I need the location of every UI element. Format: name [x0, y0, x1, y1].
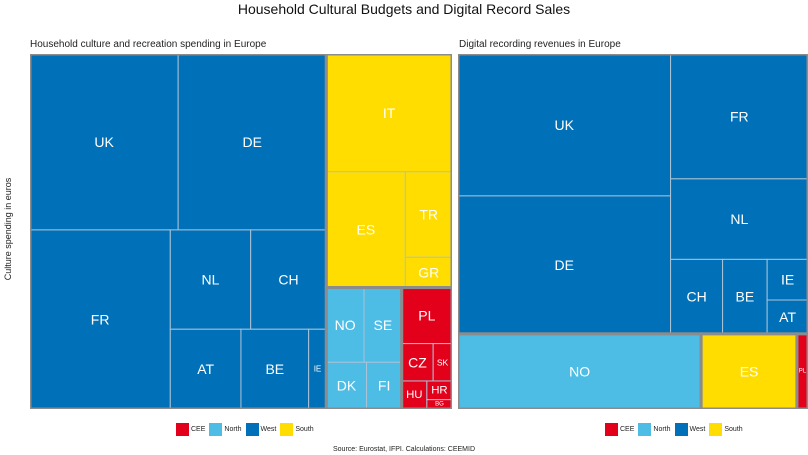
- cell-label-es: ES: [357, 222, 376, 238]
- legend-label-west: West: [260, 425, 277, 433]
- cell-label-gr: GR: [418, 264, 439, 280]
- cell-label-hr: HR: [431, 384, 447, 396]
- cell-uk: [458, 54, 672, 197]
- cell-label-uk: UK: [94, 134, 114, 150]
- cell-label-sk: SK: [437, 357, 449, 367]
- legend-item-north: North: [209, 422, 242, 436]
- cell-ch: [670, 258, 724, 335]
- legend-swatch-west: [245, 422, 259, 436]
- cell-label-ch: CH: [278, 272, 298, 288]
- cell-label-hu: HU: [406, 389, 422, 401]
- legend-label-north: North: [653, 425, 671, 433]
- cell-hu: [401, 380, 428, 409]
- legend-swatch-west: [674, 422, 688, 436]
- cell-ch: [250, 229, 327, 330]
- cell-at: [169, 328, 242, 409]
- cell-label-ie: IE: [314, 365, 322, 374]
- cell-tr: [404, 171, 452, 258]
- cell-label-fr: FR: [91, 311, 110, 327]
- group-north: NO SE DK FI: [325, 287, 403, 409]
- legend-label-south: South: [295, 425, 314, 433]
- cell-de: [458, 195, 672, 335]
- cell-it: [325, 54, 452, 173]
- legend-item-west: West: [674, 422, 706, 436]
- cell-label-fi: FI: [378, 378, 390, 394]
- legend-item-cee: CEE: [605, 422, 635, 436]
- group-cee: PL: [796, 333, 808, 409]
- cell-label-cz: CZ: [408, 354, 427, 370]
- legend-label-cee: CEE: [620, 425, 635, 433]
- right-treemap: UK DE FR NL CH BE IE AT NO ES PL: [458, 54, 808, 409]
- group-south: IT ES TR GR: [325, 54, 452, 289]
- left-legend: CEE North West South: [176, 422, 318, 436]
- group-west: UK DE FR NL CH AT BE IE: [30, 54, 327, 409]
- left-treemap: UK DE FR NL CH AT BE IE IT ES TR GR NO SE DK FI PL CZ SK HU…: [30, 54, 452, 409]
- legend-swatch-north: [209, 422, 223, 436]
- cell-label-nl: NL: [730, 211, 748, 227]
- legend-item-south: South: [709, 422, 743, 436]
- legend-item-west: West: [245, 422, 277, 436]
- legend-item-south: South: [280, 422, 314, 436]
- cell-label-at: AT: [197, 361, 214, 377]
- cell-label-de: DE: [243, 134, 262, 150]
- cell-nl: [670, 178, 808, 260]
- group-cee: PL CZ SK HU HR BG: [401, 287, 452, 409]
- cell-label-es: ES: [740, 363, 759, 379]
- legend-swatch-cee: [605, 422, 618, 436]
- cell-label-fr: FR: [730, 108, 749, 124]
- cell-label-de: DE: [555, 257, 574, 273]
- cell-uk: [30, 54, 179, 231]
- cell-label-dk: DK: [337, 378, 357, 394]
- cell-label-no: NO: [569, 363, 590, 379]
- group-north: NO: [458, 333, 702, 409]
- legend-swatch-north: [638, 422, 652, 436]
- cell-label-bg: BG: [435, 401, 444, 407]
- legend-label-cee: CEE: [191, 425, 206, 433]
- cell-de: [177, 54, 327, 231]
- group-west: UK DE FR NL CH BE IE AT: [458, 54, 808, 335]
- cell-label-at: AT: [779, 309, 796, 325]
- right-legend: CEE North West South: [605, 422, 747, 436]
- cell-label-ie: IE: [781, 272, 794, 288]
- cell-be: [240, 328, 310, 409]
- right-panel-title: Digital recording revenues in Europe: [459, 39, 621, 50]
- cell-label-pl: PL: [418, 308, 435, 324]
- cell-bg: [426, 399, 452, 409]
- legend-swatch-cee: [176, 422, 189, 436]
- legend-label-south: South: [724, 425, 743, 433]
- left-panel-title: Household culture and recreation spendin…: [30, 39, 267, 50]
- legend-label-north: North: [224, 425, 242, 433]
- source-note: Source: Eurostat, IFPI. Calculations: CE…: [333, 446, 475, 453]
- legend-item-north: North: [638, 422, 671, 436]
- cell-label-it: IT: [383, 105, 396, 121]
- legend-label-west: West: [689, 425, 706, 433]
- cell-es: [700, 333, 798, 409]
- cell-fr: [30, 229, 171, 409]
- main-title: Household Cultural Budgets and Digital R…: [237, 1, 571, 17]
- cell-label-pl: PL: [799, 368, 807, 374]
- cell-label-nl: NL: [202, 272, 220, 288]
- cell-label-no: NO: [335, 317, 356, 333]
- legend-swatch-south: [709, 422, 723, 436]
- cell-label-se: SE: [374, 317, 393, 333]
- cell-label-ch: CH: [686, 289, 706, 305]
- y-axis-label: Culture spending in euros: [3, 177, 13, 281]
- group-south: ES: [700, 333, 798, 409]
- cell-label-be: BE: [736, 289, 755, 305]
- legend-item-cee: CEE: [176, 422, 206, 436]
- cell-label-uk: UK: [555, 117, 575, 133]
- cell-fr: [670, 54, 808, 180]
- cell-label-tr: TR: [419, 207, 438, 223]
- legend-swatch-south: [280, 422, 294, 436]
- cell-nl: [169, 229, 252, 330]
- cell-label-be: BE: [265, 361, 284, 377]
